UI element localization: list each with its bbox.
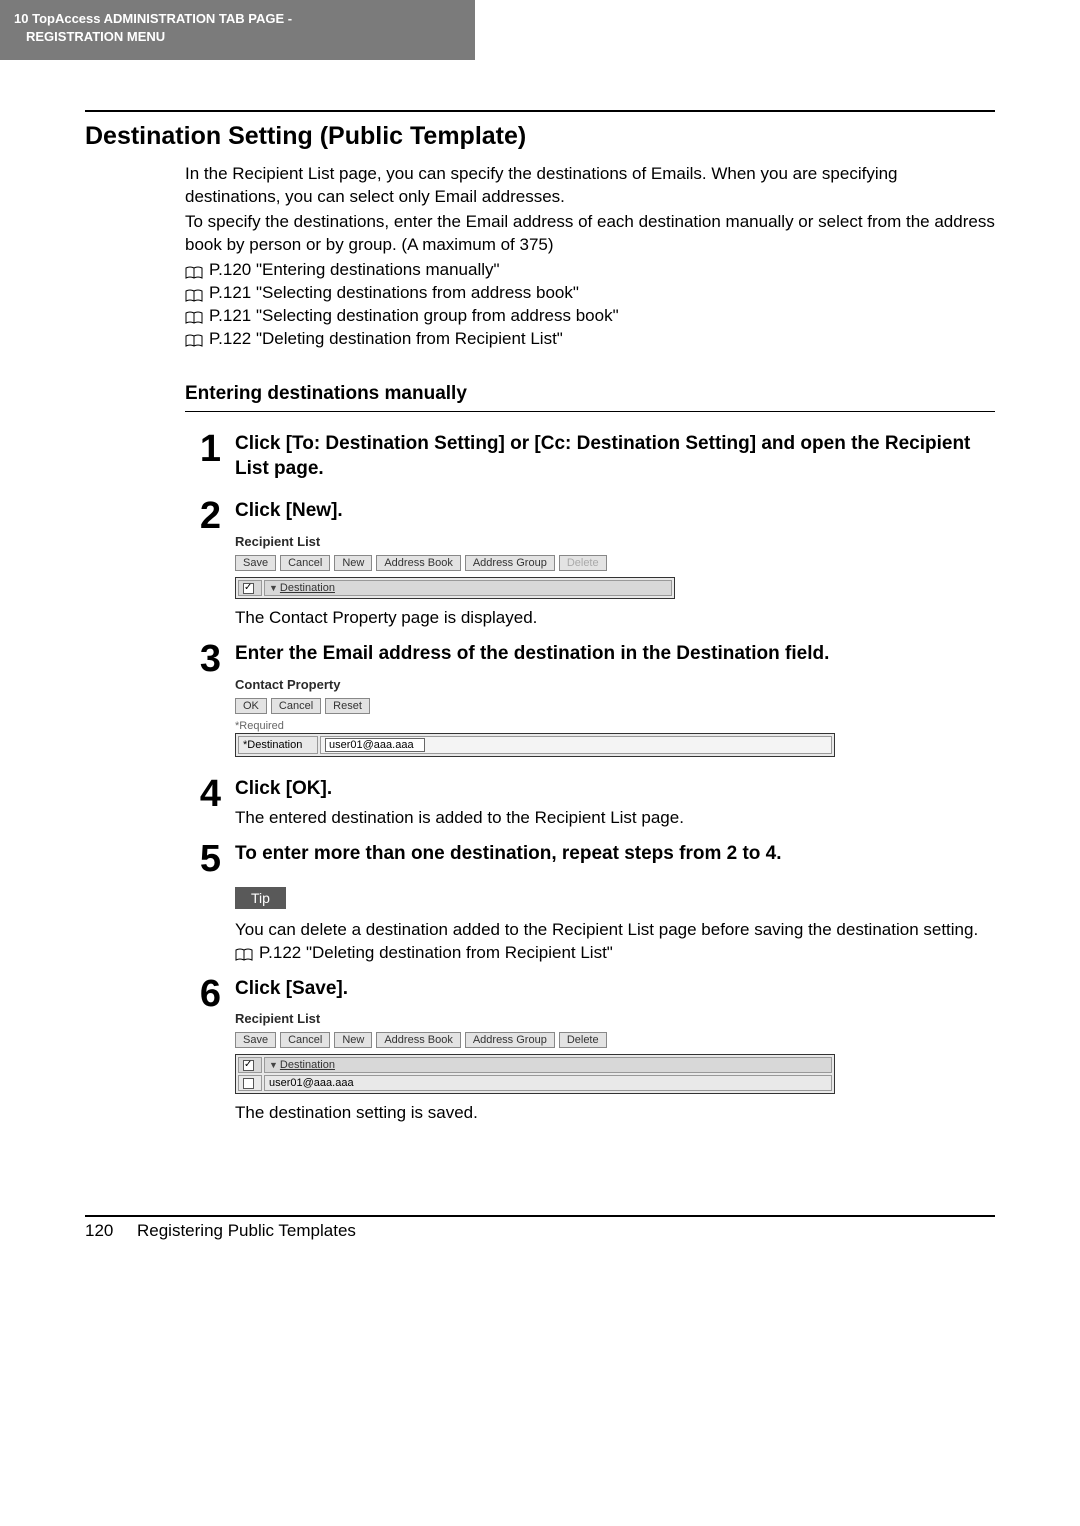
footer-text: Registering Public Templates	[137, 1221, 356, 1240]
step-number: 6	[185, 975, 221, 1126]
cancel-button[interactable]: Cancel	[280, 555, 330, 571]
cross-ref: P.121 "Selecting destination group from …	[185, 305, 995, 328]
new-button[interactable]: New	[334, 1032, 372, 1048]
new-button[interactable]: New	[334, 555, 372, 571]
step-title: Click [New].	[235, 499, 995, 524]
screenshot-recipient-list-empty: Recipient List Save Cancel New Address B…	[235, 534, 995, 599]
screenshot-title: Recipient List	[235, 534, 995, 549]
step-2: 2 Click [New]. Recipient List Save Cance…	[185, 497, 995, 630]
step-number: 2	[185, 497, 221, 630]
cancel-button[interactable]: Cancel	[271, 698, 321, 714]
intro-para-1: In the Recipient List page, you can spec…	[185, 163, 995, 209]
step-number: 3	[185, 640, 221, 765]
step-title: To enter more than one destination, repe…	[235, 842, 995, 867]
step-result-text: The destination setting is saved.	[235, 1102, 995, 1125]
required-label: *Required	[235, 720, 995, 732]
step-1: 1 Click [To: Destination Setting] or [Cc…	[185, 430, 995, 487]
cross-ref-text: P.121 "Selecting destinations from addre…	[209, 282, 579, 305]
address-book-button[interactable]: Address Book	[376, 555, 460, 571]
section-title: Destination Setting (Public Template)	[85, 122, 995, 151]
row-checkbox[interactable]	[243, 1078, 254, 1089]
book-icon	[185, 287, 203, 301]
step-result-text: The Contact Property page is displayed.	[235, 607, 995, 630]
cross-ref: P.120 "Entering destinations manually"	[185, 259, 995, 282]
step-4: 4 Click [OK]. The entered destination is…	[185, 775, 995, 831]
cross-ref-text: P.122 "Deleting destination from Recipie…	[259, 942, 613, 965]
step-6: 6 Click [Save]. Recipient List Save Canc…	[185, 975, 995, 1126]
cross-ref: P.122 "Deleting destination from Recipie…	[235, 942, 995, 965]
screenshot-title: Recipient List	[235, 1011, 995, 1026]
ok-button[interactable]: OK	[235, 698, 267, 714]
subsection-title: Entering destinations manually	[185, 383, 995, 405]
page-footer: 120 Registering Public Templates	[85, 1215, 995, 1241]
title-rule	[85, 110, 995, 112]
page-number: 120	[85, 1221, 113, 1240]
column-header-destination[interactable]: Destination	[280, 582, 335, 594]
chapter-title-2: REGISTRATION MENU	[14, 28, 461, 46]
chapter-header: 10 TopAccess ADMINISTRATION TAB PAGE - R…	[0, 0, 475, 60]
step-result-text: The entered destination is added to the …	[235, 807, 995, 830]
tip-text: You can delete a destination added to th…	[235, 919, 995, 942]
screenshot-contact-property: Contact Property OK Cancel Reset *Requir…	[235, 677, 995, 757]
cross-ref: P.122 "Deleting destination from Recipie…	[185, 328, 995, 351]
book-icon	[235, 946, 253, 960]
column-header-destination[interactable]: Destination	[280, 1059, 335, 1071]
contact-property-table: *Destination user01@aaa.aaa	[235, 733, 835, 757]
step-title: Enter the Email address of the destinati…	[235, 642, 995, 667]
delete-button[interactable]: Delete	[559, 1032, 607, 1048]
step-3: 3 Enter the Email address of the destina…	[185, 640, 995, 765]
sort-icon[interactable]	[269, 582, 280, 594]
cross-ref-text: P.122 "Deleting destination from Recipie…	[209, 328, 563, 351]
address-book-button[interactable]: Address Book	[376, 1032, 460, 1048]
step-number: 1	[185, 430, 221, 487]
book-icon	[185, 309, 203, 323]
select-all-checkbox[interactable]	[243, 583, 254, 594]
select-all-checkbox[interactable]	[243, 1060, 254, 1071]
chapter-title-1: TopAccess ADMINISTRATION TAB PAGE -	[32, 11, 292, 26]
book-icon	[185, 264, 203, 278]
address-group-button[interactable]: Address Group	[465, 1032, 555, 1048]
chapter-number: 10	[14, 11, 28, 26]
subsection-rule	[185, 411, 995, 412]
cancel-button[interactable]: Cancel	[280, 1032, 330, 1048]
step-5: 5 To enter more than one destination, re…	[185, 840, 995, 965]
step-number: 4	[185, 775, 221, 831]
screenshot-recipient-list-filled: Recipient List Save Cancel New Address B…	[235, 1011, 995, 1094]
save-button[interactable]: Save	[235, 555, 276, 571]
destination-field-label: *Destination	[238, 736, 318, 754]
step-number: 5	[185, 840, 221, 965]
address-group-button[interactable]: Address Group	[465, 555, 555, 571]
step-title: Click [OK].	[235, 777, 995, 802]
destination-input[interactable]: user01@aaa.aaa	[325, 738, 425, 752]
sort-icon[interactable]	[269, 1059, 280, 1071]
cross-ref-text: P.120 "Entering destinations manually"	[209, 259, 500, 282]
step-title: Click [To: Destination Setting] or [Cc: …	[235, 432, 995, 481]
save-button[interactable]: Save	[235, 1032, 276, 1048]
reset-button[interactable]: Reset	[325, 698, 370, 714]
tip-label: Tip	[235, 887, 286, 909]
recipient-table: Destination user01@aaa.aaa	[235, 1054, 835, 1094]
delete-button[interactable]: Delete	[559, 555, 607, 571]
step-title: Click [Save].	[235, 977, 995, 1002]
cross-ref-text: P.121 "Selecting destination group from …	[209, 305, 619, 328]
intro-para-2: To specify the destinations, enter the E…	[185, 211, 995, 257]
cross-ref: P.121 "Selecting destinations from addre…	[185, 282, 995, 305]
recipient-row-value: user01@aaa.aaa	[264, 1075, 832, 1091]
book-icon	[185, 332, 203, 346]
screenshot-title: Contact Property	[235, 677, 995, 692]
recipient-table: Destination	[235, 577, 675, 599]
